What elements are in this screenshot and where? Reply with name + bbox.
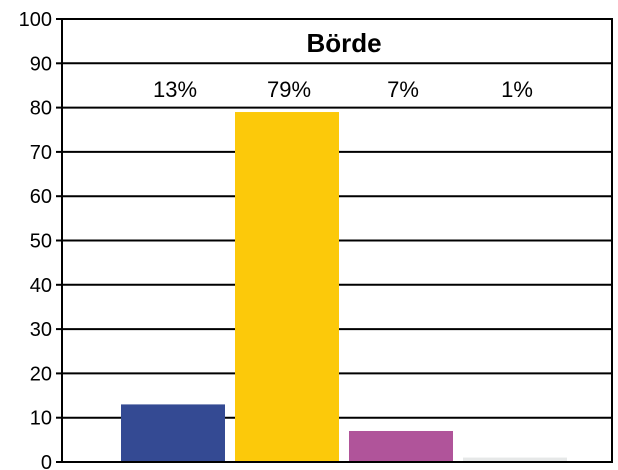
- y-tick-label-40: 40: [30, 275, 52, 297]
- axes: [56, 18, 613, 463]
- y-tick-label-10: 10: [30, 408, 52, 430]
- bar-3: [349, 430, 453, 462]
- data-label-3: 7%: [387, 77, 419, 102]
- data-labels: 13% 79% 7% 1%: [153, 77, 533, 102]
- data-label-1: 13%: [153, 77, 197, 102]
- y-tick-label-100: 100: [19, 9, 52, 31]
- bars: [121, 112, 567, 462]
- bar-1: [121, 404, 225, 462]
- y-tick-label-30: 30: [30, 319, 52, 341]
- y-tick-labels: 0 10 20 30 40 50 60 70 80 90 100: [19, 9, 52, 470]
- y-tick-label-20: 20: [30, 363, 52, 385]
- data-label-2: 79%: [267, 77, 311, 102]
- y-tick-label-50: 50: [30, 231, 52, 253]
- y-tick-label-60: 60: [30, 186, 52, 208]
- y-tick-label-90: 90: [30, 53, 52, 75]
- chart-title: Börde: [306, 28, 381, 58]
- y-tick-label-80: 80: [30, 98, 52, 120]
- y-tick-label-0: 0: [41, 452, 52, 470]
- data-label-4: 1%: [501, 77, 533, 102]
- bar-2: [235, 112, 339, 462]
- y-tick-label-70: 70: [30, 142, 52, 164]
- plot-frame: [61, 18, 613, 463]
- bar-4: [463, 457, 567, 462]
